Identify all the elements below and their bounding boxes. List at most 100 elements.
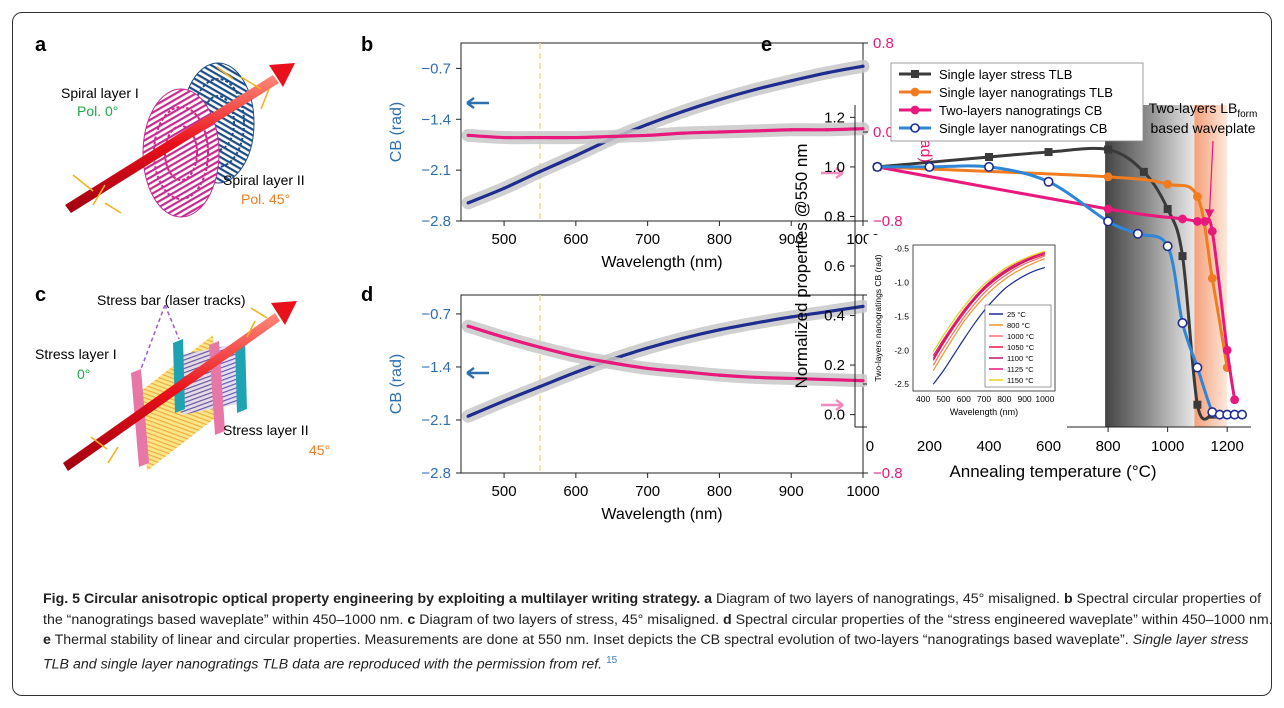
inset-legend-label: 800 °C bbox=[1007, 321, 1031, 330]
data-point bbox=[574, 135, 578, 140]
annotation-text: Two-layers LB bbox=[1149, 100, 1238, 116]
y-right-tick-label: −0.8 bbox=[873, 213, 903, 230]
x-tick-label: 800 bbox=[707, 483, 732, 500]
data-point bbox=[1163, 205, 1172, 214]
spiral-layer-1-label: Spiral layer I bbox=[61, 85, 139, 101]
x-tick-label: 0 bbox=[866, 438, 874, 455]
data-point bbox=[574, 354, 578, 358]
x-tick-label: 600 bbox=[563, 483, 588, 500]
data-point bbox=[872, 161, 883, 172]
inset-legend-label: 1000 °C bbox=[1007, 332, 1035, 341]
x-tick-label: 700 bbox=[635, 483, 660, 500]
caption-reference: 15 bbox=[606, 654, 618, 666]
x-axis-label: Wavelength (nm) bbox=[601, 254, 722, 271]
data-point bbox=[753, 375, 757, 379]
legend-marker bbox=[910, 123, 920, 133]
data-point bbox=[1163, 179, 1173, 189]
caption-e-label: e bbox=[43, 632, 51, 648]
inset-series-line bbox=[932, 255, 1046, 366]
x-tick-label: 600 bbox=[1036, 438, 1061, 455]
panel-label-e: e bbox=[761, 34, 772, 56]
inset-x-tick-label: 400 bbox=[916, 394, 930, 404]
data-point bbox=[1103, 172, 1113, 182]
caption-b-label: b bbox=[1063, 591, 1073, 607]
inset-x-tick-label: 900 bbox=[1017, 394, 1031, 404]
data-point bbox=[1104, 145, 1113, 154]
data-point bbox=[825, 310, 829, 314]
x-tick-label: 400 bbox=[976, 438, 1001, 455]
x-axis-label: Wavelength (nm) bbox=[601, 506, 722, 523]
y-left-tick-label: −2.1 bbox=[421, 162, 451, 179]
data-point bbox=[1162, 241, 1173, 252]
inset-legend-box bbox=[984, 304, 1052, 388]
caption-d-label: d bbox=[723, 611, 732, 628]
y-left-tick-label: −2.8 bbox=[421, 213, 451, 230]
inset-legend-label: 25 °C bbox=[1007, 310, 1026, 319]
data-point bbox=[681, 370, 686, 374]
data-point bbox=[1177, 317, 1188, 328]
data-point bbox=[789, 79, 793, 83]
data-point bbox=[502, 186, 506, 190]
x-tick-label: 1000 bbox=[846, 483, 879, 500]
legend-label: Two-layers nanogratings CB bbox=[939, 103, 1102, 118]
data-point bbox=[861, 127, 865, 131]
data-point bbox=[1237, 409, 1248, 420]
chart-d: 500 600 700 800 900 1000 Wavelength (nm) −2.8 −2… bbox=[388, 287, 934, 523]
legend-marker bbox=[910, 87, 920, 97]
caption-e-text: Thermal stability of linear and circular… bbox=[54, 632, 1129, 648]
inset-series-line bbox=[932, 250, 1046, 352]
data-point bbox=[1230, 395, 1240, 405]
data-point bbox=[1044, 148, 1053, 157]
y-tick-label: 0.2 bbox=[824, 357, 845, 374]
inset-x-tick-label: 1000 bbox=[1035, 394, 1054, 404]
annotation-label-line1: Two-layers LBform bbox=[1149, 100, 1258, 120]
x-tick-label: 600 bbox=[563, 231, 588, 248]
figure-caption: Fig. 5 Circular anisotropic optical prop… bbox=[43, 589, 1275, 675]
laser-beam-a bbox=[65, 63, 295, 213]
x-tick-label: 800 bbox=[1096, 438, 1121, 455]
data-point bbox=[646, 346, 650, 350]
inset-series-line bbox=[932, 258, 1046, 371]
x-axis-label: Annealing temperature (°C) bbox=[949, 462, 1156, 481]
caption-a-text: Diagram of two layers of nanogratings, 4… bbox=[716, 591, 1061, 607]
y-right-tick-label: −0.8 bbox=[873, 465, 903, 482]
x-tick-label: 1000 bbox=[1151, 438, 1184, 455]
data-point bbox=[1178, 252, 1187, 261]
data-point bbox=[610, 134, 614, 139]
caption-c-label: c bbox=[407, 611, 416, 628]
cb-axis-arrow bbox=[466, 367, 489, 379]
panel-label-c: c bbox=[35, 284, 46, 306]
data-point bbox=[1103, 216, 1114, 227]
inset-y-axis-label: Two-layers nanogratings CB (rad) bbox=[873, 254, 883, 381]
y-left-tick-label: −0.7 bbox=[421, 306, 451, 323]
inset-x-tick-label: 600 bbox=[957, 394, 971, 404]
panel-c-diagram: Stress bar (laser tracks) Stress layer I… bbox=[35, 292, 330, 471]
data-point bbox=[1043, 176, 1054, 187]
inset-x-tick-label: 500 bbox=[936, 394, 950, 404]
data-point bbox=[646, 366, 650, 371]
y-axis-label: Normalized properties @550 nm bbox=[792, 144, 811, 389]
data-point bbox=[466, 133, 470, 137]
data-point bbox=[717, 130, 722, 134]
inset-series-line bbox=[932, 253, 1046, 361]
series-line-cb bbox=[467, 304, 864, 418]
data-point bbox=[983, 161, 994, 172]
data-point bbox=[789, 128, 793, 132]
data-point bbox=[924, 161, 935, 172]
data-point bbox=[681, 336, 686, 340]
legend-marker bbox=[911, 70, 919, 78]
spiral-layer-2-label: Spiral layer II bbox=[223, 172, 305, 188]
deg-45-label: 45° bbox=[309, 442, 330, 458]
panel-label-a: a bbox=[35, 34, 47, 56]
data-point bbox=[466, 414, 470, 418]
panel-label-d: d bbox=[361, 284, 373, 306]
inset-x-tick-label: 800 bbox=[997, 394, 1011, 404]
inset-legend-label: 1100 °C bbox=[1007, 354, 1034, 363]
x-tick-label: 800 bbox=[707, 231, 732, 248]
annotation-arrow bbox=[1204, 140, 1215, 219]
data-point bbox=[502, 135, 506, 140]
panel-label-b: b bbox=[361, 34, 373, 56]
data-point bbox=[984, 153, 993, 162]
data-point bbox=[466, 324, 470, 328]
data-point bbox=[1103, 204, 1113, 214]
